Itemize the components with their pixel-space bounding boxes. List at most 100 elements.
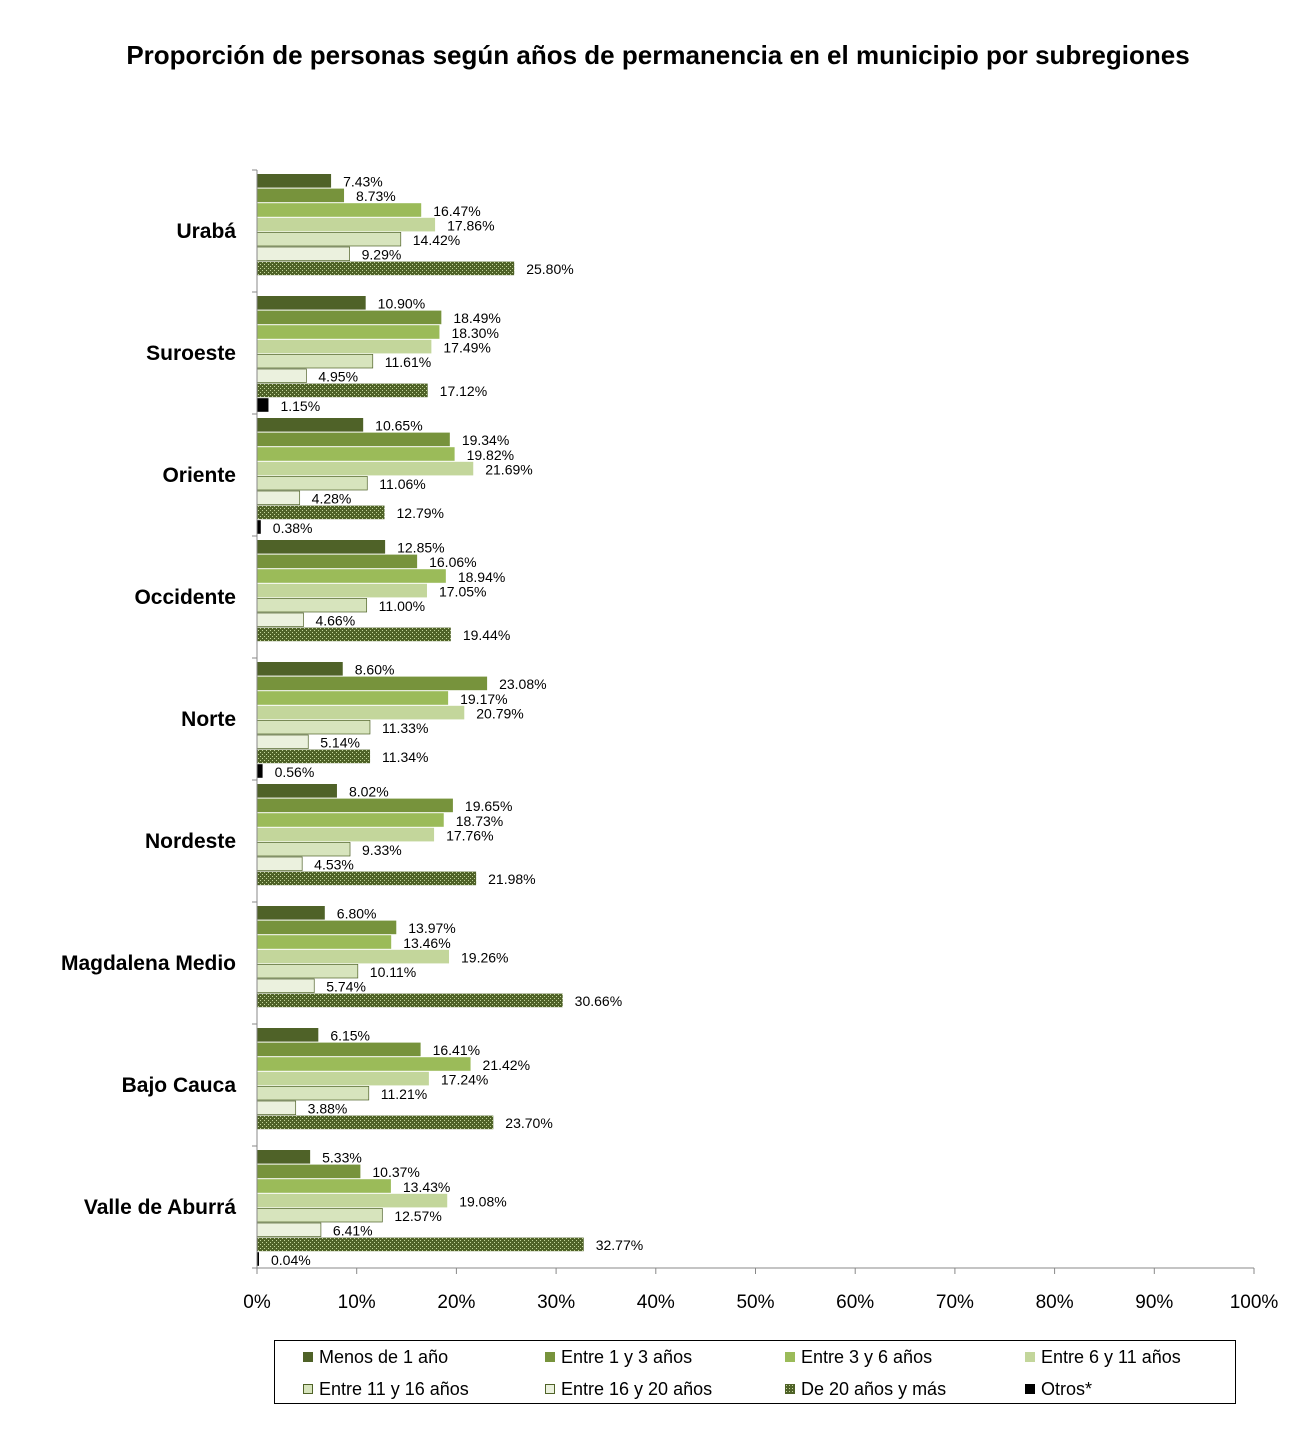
legend-swatch (785, 1384, 795, 1394)
bar (257, 325, 440, 339)
bar (256, 598, 368, 613)
bar (257, 1071, 429, 1086)
category-label-magdalena-medio: Magdalena Medio (61, 952, 236, 975)
bar (257, 520, 261, 534)
category-label-oriente: Oriente (162, 464, 236, 487)
data-label: 12.85% (397, 540, 444, 556)
bar (257, 1179, 391, 1193)
bar (257, 949, 450, 964)
legend-label: Entre 11 y 16 años (319, 1378, 469, 1399)
bar (256, 612, 304, 627)
category-label-bajo-cauca: Bajo Cauca (122, 1074, 237, 1097)
data-label: 12.79% (397, 505, 444, 521)
bar (257, 398, 269, 412)
legend-label: Otros* (1041, 1378, 1093, 1399)
data-label: 11.34% (382, 749, 428, 765)
legend-label: Entre 6 y 11 años (1041, 1346, 1181, 1367)
data-label: 17.86% (447, 217, 494, 233)
bar (257, 203, 422, 217)
bar (256, 1222, 322, 1237)
data-label: 19.65% (465, 798, 512, 814)
legend-item: Menos de 1 año (303, 1347, 448, 1367)
legend-swatch (1025, 1352, 1035, 1362)
bar (257, 798, 453, 813)
data-label: 18.30% (451, 325, 498, 341)
bar (256, 246, 350, 261)
legend-swatch (785, 1352, 795, 1362)
category-label-nordeste: Nordeste (145, 830, 236, 853)
legend-label: Entre 3 y 6 años (801, 1346, 933, 1367)
bar (257, 691, 449, 705)
data-label: 16.41% (433, 1042, 480, 1058)
bar (257, 1193, 448, 1208)
bar (257, 461, 474, 476)
bar (257, 993, 563, 1008)
data-label: 25.80% (526, 261, 573, 277)
data-label: 23.08% (499, 676, 546, 692)
bar (257, 339, 432, 354)
bar (257, 540, 386, 554)
data-label: 32.77% (596, 1237, 643, 1253)
data-label: 17.76% (446, 827, 493, 843)
bar (257, 764, 263, 778)
bar (256, 476, 368, 491)
data-label: 19.17% (460, 691, 507, 707)
bar (257, 1150, 311, 1164)
data-label: 17.12% (440, 383, 487, 399)
data-label: 8.02% (349, 784, 389, 800)
bar (257, 871, 477, 886)
data-label: 8.73% (356, 188, 396, 204)
data-label: 13.97% (408, 920, 455, 936)
data-label: 13.43% (403, 1179, 450, 1195)
data-label: 16.06% (429, 554, 476, 570)
category-label-suroeste: Suroeste (146, 342, 236, 365)
data-label: 19.26% (461, 949, 508, 965)
legend-label: Entre 1 y 3 años (561, 1346, 693, 1367)
data-label: 12.57% (394, 1208, 441, 1224)
bar (257, 383, 428, 398)
bar (257, 749, 371, 764)
bar (257, 920, 397, 935)
data-label: 8.60% (355, 662, 395, 678)
bar (257, 188, 345, 203)
data-label: 5.14% (320, 735, 360, 751)
data-label: 11.00% (379, 598, 425, 614)
bar (256, 720, 371, 735)
data-label: 11.33% (382, 720, 428, 736)
chart-title: Proporción de personas según años de per… (126, 40, 1190, 70)
bar (257, 1057, 471, 1071)
bar (257, 310, 442, 325)
x-tick-label: 100% (1230, 1292, 1279, 1313)
bar (257, 1164, 361, 1179)
bar (257, 554, 418, 569)
bar (257, 418, 364, 432)
data-label: 14.42% (413, 232, 460, 248)
bars-layer: 7.43%8.73% 16.47%17.86%14.42% 9.29% 25.80% 1… (256, 174, 643, 1268)
x-tick-label: 70% (936, 1292, 974, 1313)
legend-swatch (303, 1384, 313, 1394)
bar (257, 627, 451, 642)
bar (257, 827, 435, 842)
x-tick-label: 50% (736, 1292, 774, 1313)
data-label: 17.05% (439, 583, 486, 599)
data-label: 4.28% (312, 491, 352, 507)
data-label: 21.69% (485, 461, 532, 477)
bar (256, 1100, 297, 1115)
bar (256, 1208, 383, 1223)
bar (257, 1252, 259, 1266)
bar (257, 217, 436, 232)
data-label: 4.66% (315, 613, 355, 629)
data-label: 7.43% (343, 174, 383, 190)
bar (256, 856, 303, 871)
data-label: 19.44% (463, 627, 510, 643)
x-tick-label: 60% (836, 1292, 874, 1313)
bar (257, 813, 444, 827)
axes-layer: Urabá Suroeste Oriente Occidente Norte Nordes… (61, 169, 1279, 1313)
data-label: 10.90% (378, 296, 425, 312)
data-label: 11.06% (379, 476, 425, 492)
data-label: 19.34% (462, 432, 509, 448)
bar (257, 1237, 584, 1252)
x-tick-label: 90% (1135, 1292, 1173, 1313)
legend-item: De 20 años y más (785, 1379, 946, 1399)
